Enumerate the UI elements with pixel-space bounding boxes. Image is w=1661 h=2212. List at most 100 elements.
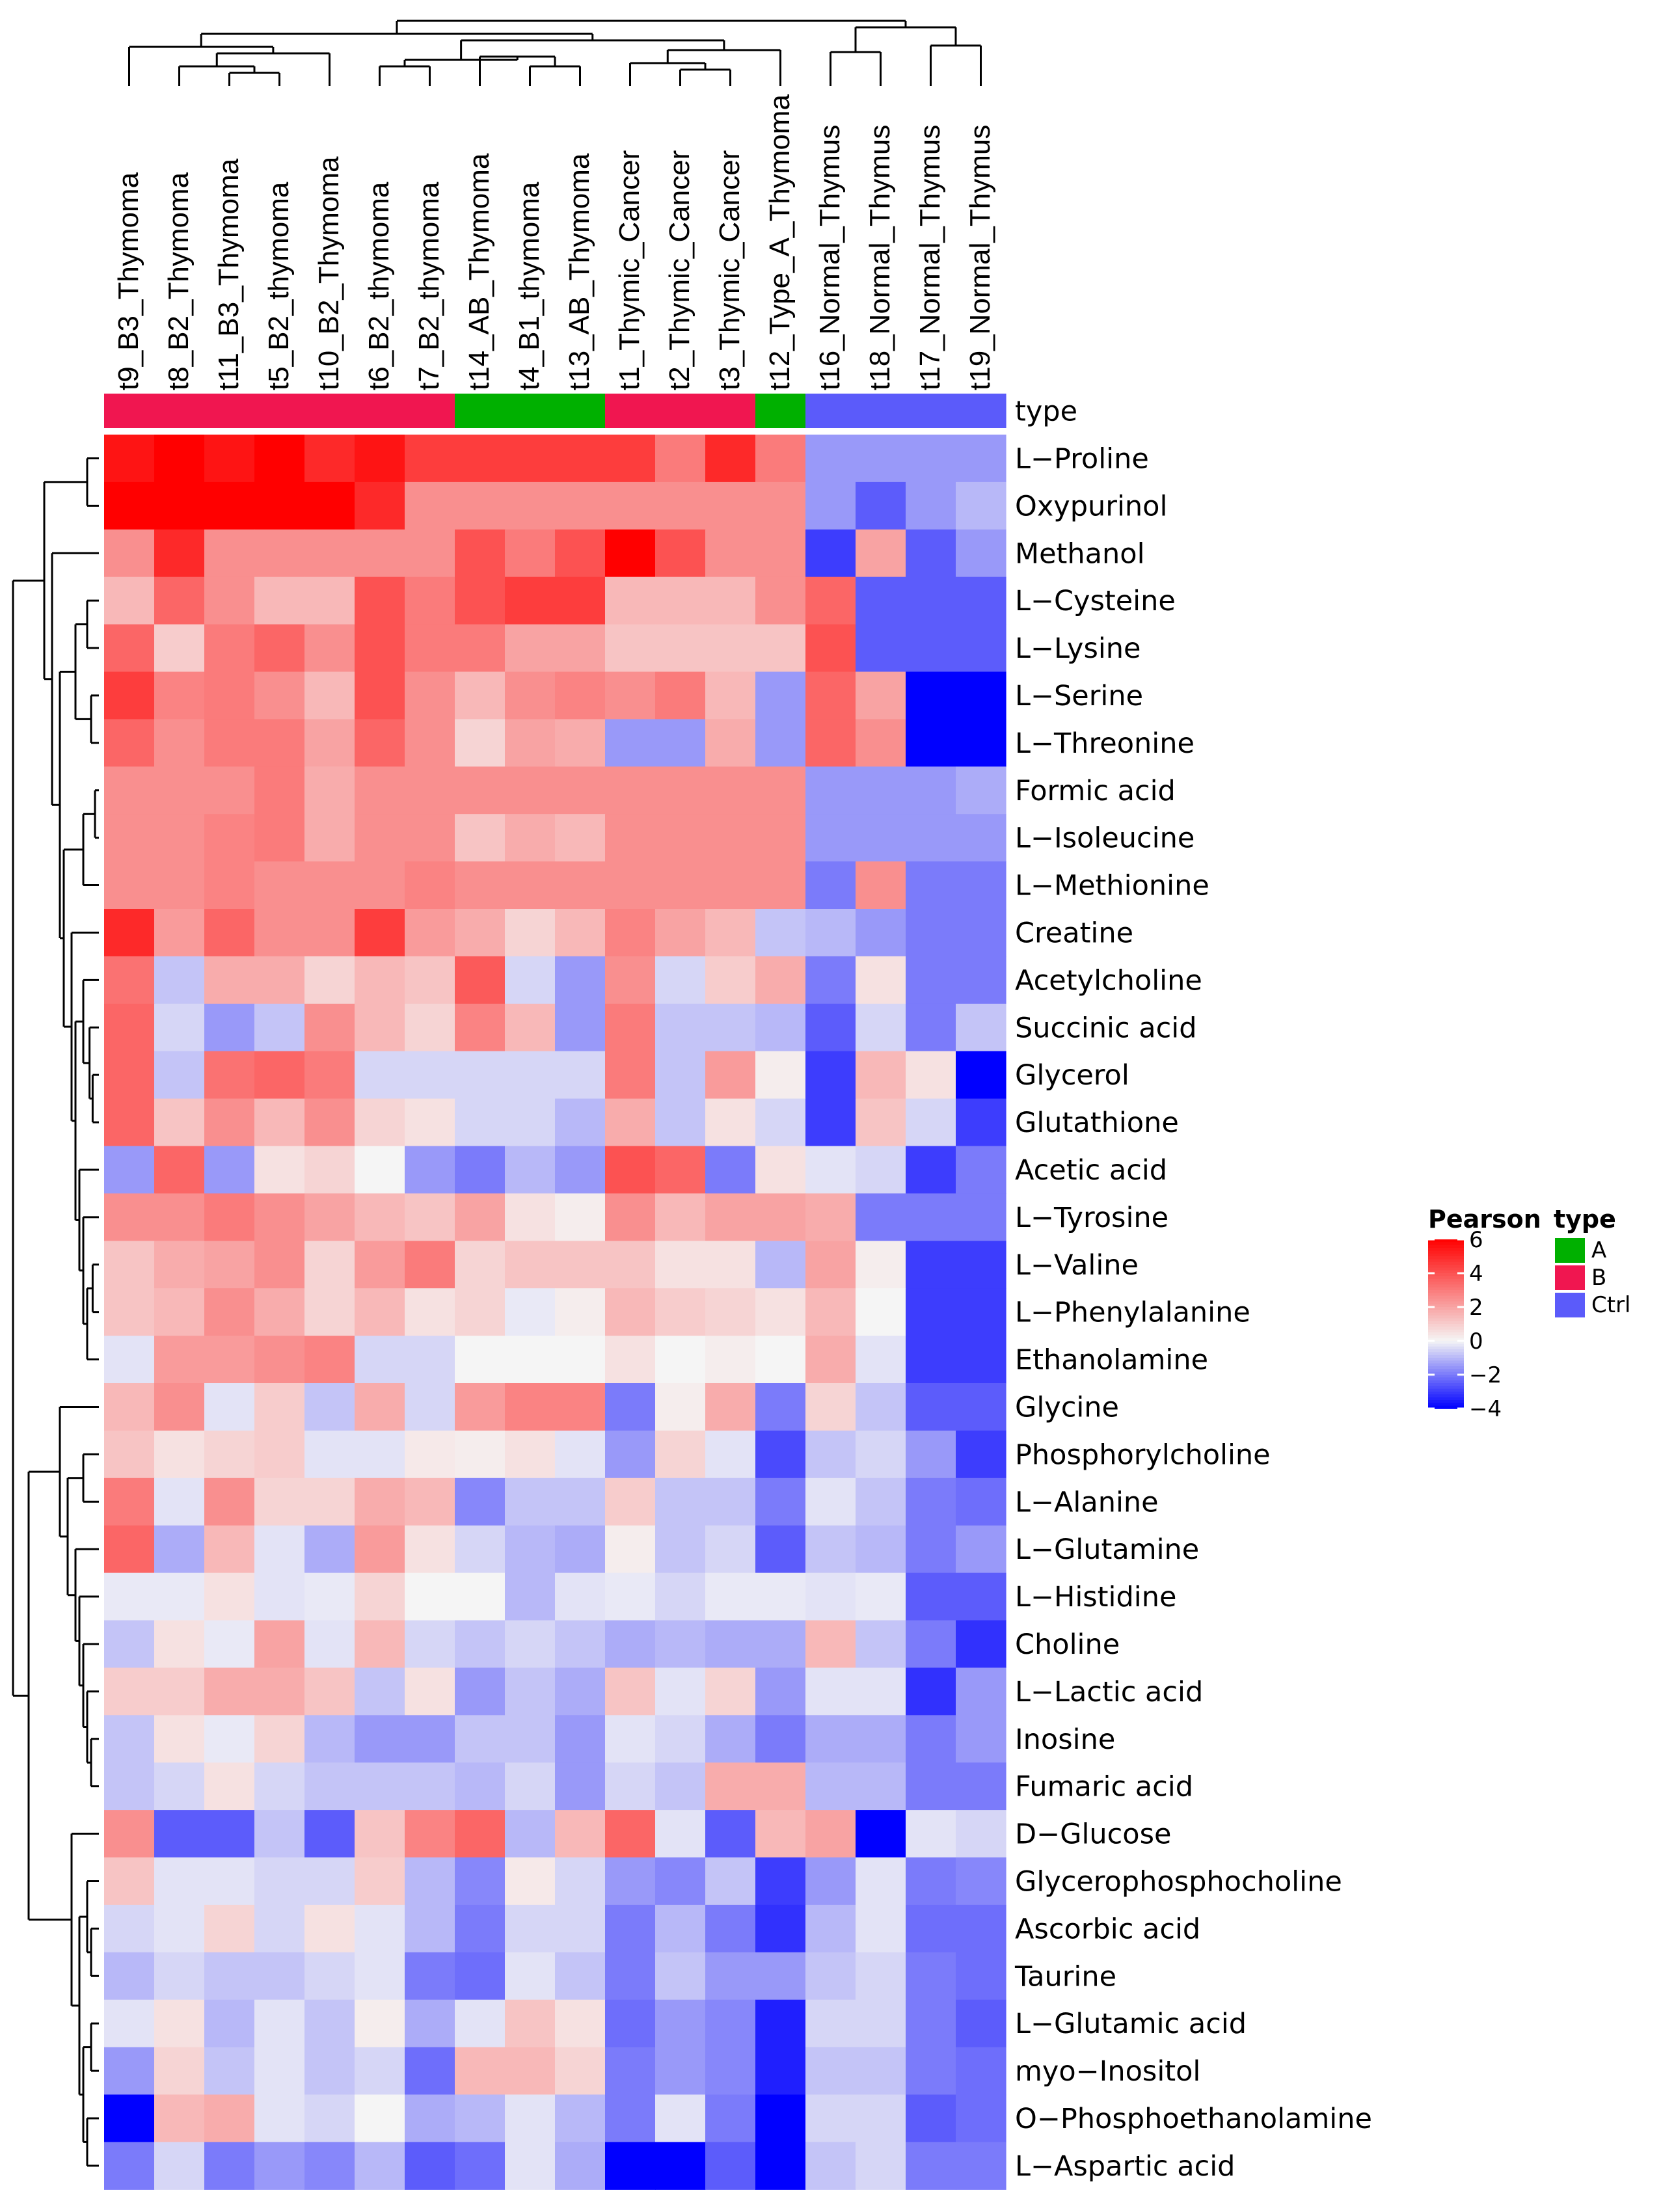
- heatmap-cell: [956, 1098, 1006, 1147]
- column-label: t18_Normal_Thymus: [864, 125, 896, 390]
- heatmap-cell: [705, 1241, 756, 1289]
- heatmap-cell: [204, 2047, 255, 2096]
- heatmap-cell: [254, 1003, 305, 1052]
- row-label: L−Isoleucine: [1015, 822, 1195, 855]
- row-label: L−Tyrosine: [1015, 1202, 1168, 1234]
- heatmap-cell: [154, 529, 205, 578]
- heatmap-cell: [154, 1383, 205, 1431]
- heatmap-cell: [805, 1572, 856, 1621]
- heatmap-cell: [304, 909, 355, 957]
- heatmap-cell: [705, 956, 756, 1005]
- heatmap-cell: [906, 909, 956, 957]
- heatmap-cell: [505, 1857, 556, 1906]
- heatmap-cell: [755, 2047, 806, 2096]
- heatmap-cell: [355, 861, 405, 910]
- colorbar-segment: [1428, 1400, 1464, 1404]
- heatmap-cell: [204, 671, 255, 720]
- heatmap-cell: [254, 1810, 305, 1858]
- colorbar-segment: [1428, 1321, 1464, 1325]
- heatmap-cell: [505, 1430, 556, 1479]
- heatmap-cell: [355, 2047, 405, 2096]
- heatmap-cell: [304, 1620, 355, 1668]
- heatmap-cell: [605, 814, 656, 862]
- heatmap-cell: [355, 1336, 405, 1384]
- heatmap-cell: [555, 2142, 606, 2190]
- heatmap-cell: [906, 671, 956, 720]
- heatmap-cell: [956, 1857, 1006, 1906]
- heatmap-cell: [705, 1193, 756, 1241]
- colorbar-segment: [1428, 1278, 1464, 1282]
- heatmap-cell: [856, 766, 906, 815]
- heatmap-cell: [705, 1430, 756, 1479]
- heatmap-cell: [705, 1904, 756, 1953]
- heatmap-cell: [304, 1288, 355, 1336]
- annotation-cell: [505, 394, 556, 428]
- heatmap-cell: [455, 1999, 506, 2048]
- heatmap-cell: [605, 2047, 656, 2096]
- heatmap-cell: [555, 1857, 606, 1906]
- row-label: L−Glutamic acid: [1015, 2008, 1247, 2040]
- heatmap-cell: [705, 435, 756, 483]
- heatmap-cell: [956, 1477, 1006, 1526]
- heatmap-cell: [304, 529, 355, 578]
- heatmap-cell: [755, 435, 806, 483]
- heatmap-cell: [505, 2094, 556, 2142]
- colorbar-segment: [1428, 1312, 1464, 1316]
- heatmap-cell: [405, 956, 455, 1005]
- heatmap-cell: [906, 814, 956, 862]
- heatmap-cell: [555, 1383, 606, 1431]
- heatmap-cell: [555, 1003, 606, 1052]
- heatmap-cell: [956, 1241, 1006, 1289]
- heatmap-cell: [455, 1620, 506, 1668]
- annotation-cell: [856, 394, 906, 428]
- heatmap-cell: [805, 1098, 856, 1147]
- heatmap-cell: [405, 1525, 455, 1574]
- row-label: L−Lysine: [1015, 632, 1141, 665]
- heatmap-cell: [405, 1003, 455, 1052]
- heatmap-cell: [304, 1904, 355, 1953]
- heatmap-cell: [304, 2094, 355, 2142]
- heatmap-cell: [204, 861, 255, 910]
- colorbar-segment: [1428, 1282, 1464, 1286]
- heatmap-cell: [304, 1999, 355, 2048]
- heatmap-cell: [104, 2094, 155, 2142]
- heatmap-cell: [856, 481, 906, 530]
- annotation-cell: [805, 394, 856, 428]
- annotation-cell: [154, 394, 205, 428]
- heatmap-cell: [104, 1952, 155, 2001]
- heatmap-cell: [956, 1999, 1006, 2048]
- colorbar-segment: [1428, 1253, 1464, 1257]
- heatmap-cell: [455, 814, 506, 862]
- heatmap-cell: [705, 1762, 756, 1811]
- heatmap-cell: [405, 1667, 455, 1716]
- column-label: t19_Normal_Thymus: [964, 125, 996, 390]
- heatmap-cell: [605, 1098, 656, 1147]
- heatmap-cell: [605, 2142, 656, 2190]
- heatmap-cell: [856, 956, 906, 1005]
- heatmap-cell: [655, 909, 706, 957]
- heatmap-cell: [755, 956, 806, 1005]
- heatmap-cell: [956, 1146, 1006, 1194]
- heatmap-cell: [154, 1667, 205, 1716]
- heatmap-cell: [555, 1762, 606, 1811]
- heatmap-cell: [555, 1477, 606, 1526]
- heatmap-cell: [805, 1003, 856, 1052]
- heatmap-cell: [655, 2142, 706, 2190]
- heatmap-cell: [805, 1857, 856, 1906]
- heatmap-cell: [755, 1383, 806, 1431]
- heatmap-cell: [254, 2142, 305, 2190]
- heatmap-cell: [805, 814, 856, 862]
- heatmap-cell: [655, 956, 706, 1005]
- column-dendrogram: [128, 20, 982, 86]
- colorbar-segment: [1428, 1318, 1464, 1322]
- heatmap-cell: [204, 1051, 255, 1099]
- heatmap-cell: [805, 2094, 856, 2142]
- heatmap-cell: [505, 766, 556, 815]
- heatmap-cell: [805, 624, 856, 673]
- heatmap-cell: [254, 1857, 305, 1906]
- heatmap-cell: [705, 719, 756, 767]
- heatmap-cell: [906, 1904, 956, 1953]
- heatmap-cell: [956, 1904, 1006, 1953]
- annotation-cell: [605, 394, 656, 428]
